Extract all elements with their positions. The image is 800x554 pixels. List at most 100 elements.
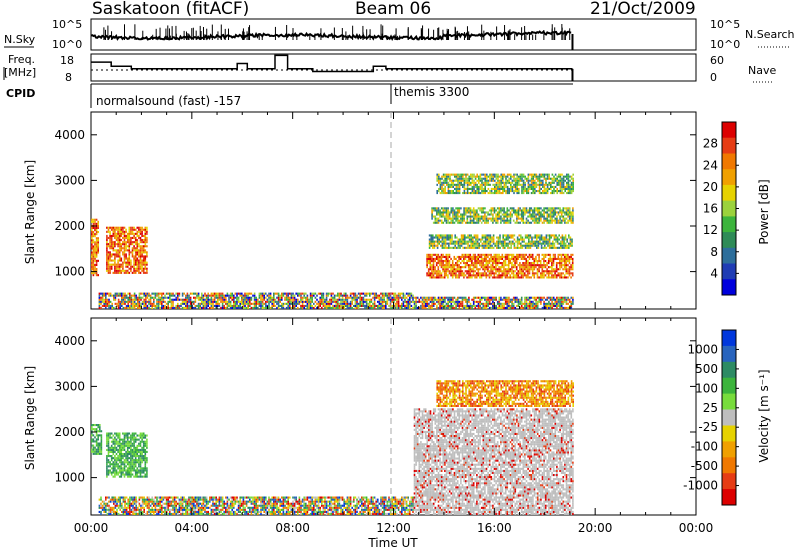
range-cell xyxy=(118,241,121,244)
range-cell xyxy=(502,242,504,245)
range-cell xyxy=(146,306,149,309)
range-cell xyxy=(559,211,561,214)
range-cell xyxy=(144,251,147,254)
range-cell xyxy=(437,300,440,303)
range-cell xyxy=(132,294,134,297)
range-cell xyxy=(266,300,269,303)
range-cell xyxy=(490,211,493,214)
range-cell xyxy=(535,255,537,258)
range-cell xyxy=(534,242,536,245)
range-cell xyxy=(133,255,135,258)
range-cell xyxy=(528,298,531,301)
range-cell xyxy=(191,292,193,295)
range-cell xyxy=(565,306,568,309)
range-cell xyxy=(405,306,408,309)
range-cell xyxy=(538,175,541,178)
range-cell xyxy=(91,226,93,229)
range-cell xyxy=(431,268,433,271)
range-cell xyxy=(559,272,561,275)
range-cell xyxy=(517,304,520,307)
range-cell xyxy=(142,241,145,244)
range-cell xyxy=(458,209,461,212)
range-cell xyxy=(512,298,515,301)
range-cell xyxy=(554,213,557,216)
range-cell xyxy=(97,231,99,234)
range-cell xyxy=(562,253,564,256)
range-cell xyxy=(149,296,152,299)
range-cell xyxy=(172,302,174,305)
range-cell xyxy=(449,185,451,188)
range-cell xyxy=(134,251,137,254)
range-cell xyxy=(181,298,184,301)
range-cell xyxy=(407,304,409,307)
range-cell xyxy=(465,187,467,190)
range-cell xyxy=(305,296,307,299)
range-cell xyxy=(435,253,438,256)
range-cell xyxy=(545,242,548,245)
range-cell xyxy=(426,274,428,277)
range-cell xyxy=(130,243,132,246)
range-cell xyxy=(443,236,445,239)
range-cell xyxy=(477,257,480,260)
range-cell xyxy=(236,306,238,309)
range-cell xyxy=(554,270,556,273)
range-cell xyxy=(571,266,574,269)
range-cell xyxy=(223,296,225,299)
range-cell xyxy=(535,306,537,309)
range-cell xyxy=(553,190,555,193)
range-cell xyxy=(544,236,546,239)
range-cell xyxy=(436,211,438,214)
range-cell xyxy=(202,304,205,307)
range-cell xyxy=(538,190,541,193)
range-cell xyxy=(528,306,531,309)
range-cell xyxy=(426,300,429,303)
range-cell xyxy=(526,179,528,182)
range-cell xyxy=(442,255,444,258)
range-cell xyxy=(546,175,549,178)
range-cell xyxy=(497,185,499,188)
range-cell xyxy=(557,302,560,305)
range-cell xyxy=(134,271,137,274)
range-cell xyxy=(491,260,494,263)
range-cell xyxy=(356,296,358,299)
range-cell xyxy=(494,183,496,186)
range-cell xyxy=(343,302,345,305)
range-cell xyxy=(309,292,312,295)
range-cell xyxy=(506,192,509,195)
range-cell xyxy=(233,300,235,303)
range-cell xyxy=(118,267,121,270)
range-cell xyxy=(450,217,453,220)
range-cell xyxy=(397,304,400,307)
range-cell xyxy=(483,257,486,260)
range-cell xyxy=(430,236,432,239)
range-cell xyxy=(409,298,411,301)
range-cell xyxy=(452,296,454,299)
range-cell xyxy=(447,207,449,210)
range-cell xyxy=(521,238,524,241)
range-cell xyxy=(484,173,486,176)
range-cell xyxy=(562,177,565,180)
range-cell xyxy=(544,274,547,277)
range-cell xyxy=(484,187,486,190)
range-cell xyxy=(495,190,498,193)
range-cell xyxy=(139,255,142,258)
range-cell xyxy=(518,242,520,245)
range-cell xyxy=(551,219,553,222)
range-cell xyxy=(488,217,491,220)
range-cell xyxy=(548,304,550,307)
range-cell xyxy=(412,294,414,297)
range-cell xyxy=(495,185,498,188)
range-cell xyxy=(482,266,484,269)
range-cell xyxy=(471,268,473,271)
range-cell xyxy=(449,183,451,186)
range-cell xyxy=(378,302,381,305)
range-cell xyxy=(241,296,243,299)
range-cell xyxy=(131,249,134,252)
range-cell xyxy=(469,211,472,214)
range-cell xyxy=(546,211,549,214)
range-cell xyxy=(260,304,262,307)
range-cell xyxy=(340,300,342,303)
range-cell xyxy=(479,209,481,212)
range-cell xyxy=(135,296,137,299)
range-cell xyxy=(469,302,472,305)
